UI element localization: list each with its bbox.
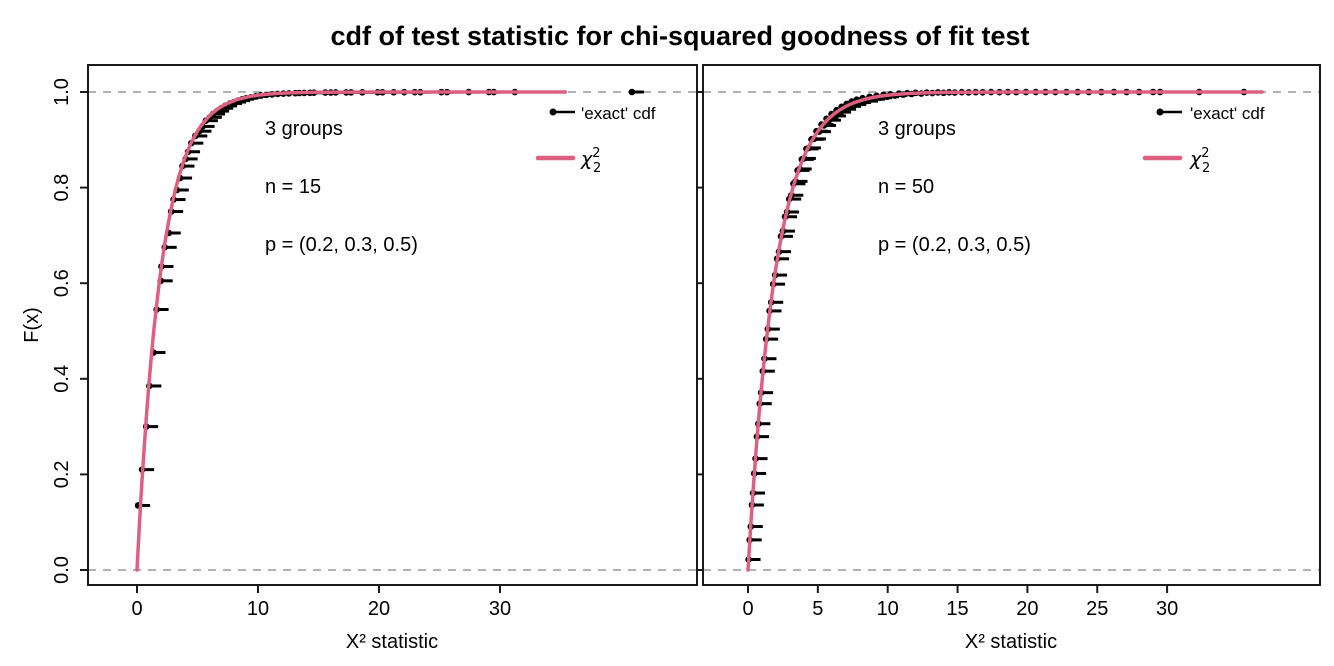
right-legend-chi-label: χ2 2 bbox=[1189, 146, 1210, 176]
chart-title: cdf of test statistic for chi-squared go… bbox=[330, 21, 1029, 51]
legend-point-marker bbox=[549, 108, 557, 116]
left-legend: 'exact' cdf χ2 2 bbox=[580, 104, 656, 176]
x-tick-label: 10 bbox=[247, 598, 269, 620]
y-tick-label: 1.0 bbox=[51, 78, 73, 106]
right-legend-exact-label: 'exact' cdf bbox=[1190, 104, 1265, 123]
x-tick-label: 0 bbox=[742, 598, 753, 620]
x-tick-label: 10 bbox=[877, 598, 899, 620]
panel-box bbox=[87, 64, 698, 586]
right-annotation-groups: 3 groups bbox=[878, 118, 956, 140]
left-annotation-groups: 3 groups bbox=[265, 118, 343, 140]
x-tick-label: 0 bbox=[131, 598, 142, 620]
x-tick-label: 30 bbox=[1156, 598, 1178, 620]
cdf-curve bbox=[746, 90, 1264, 572]
left-legend-exact-label: 'exact' cdf bbox=[581, 104, 656, 123]
panel-box bbox=[702, 64, 1321, 586]
x-tick-label: 30 bbox=[489, 598, 511, 620]
y-tick-label: 0.0 bbox=[51, 556, 73, 584]
data-point bbox=[628, 88, 636, 96]
left-annotation-p: p = (0.2, 0.3, 0.5) bbox=[265, 234, 418, 256]
x-tick-label: 25 bbox=[1086, 598, 1108, 620]
y-tick-label: 0.6 bbox=[51, 269, 73, 297]
left-x-axis-label: X² statistic bbox=[346, 631, 438, 653]
legend-point-marker bbox=[1156, 108, 1164, 116]
axes-layer: 0 10 20 30 0.0 0.2 0.4 0.6 0.8 1.0 0 5 10 15 20 25 30 bbox=[51, 64, 1321, 620]
y-tick-label: 0.8 bbox=[51, 174, 73, 202]
cdf-curve bbox=[135, 90, 568, 572]
right-annotation-p: p = (0.2, 0.3, 0.5) bbox=[878, 234, 1031, 256]
data-points-layer bbox=[134, 88, 1256, 563]
x-tick-label: 20 bbox=[1016, 598, 1038, 620]
right-x-axis-label: X² statistic bbox=[965, 631, 1057, 653]
right-legend: 'exact' cdf χ2 2 bbox=[1189, 104, 1265, 176]
x-tick-label: 20 bbox=[368, 598, 390, 620]
right-annotation-n: n = 50 bbox=[878, 176, 934, 198]
x-tick-label: 15 bbox=[946, 598, 968, 620]
cdf-curves-layer bbox=[135, 90, 1264, 572]
left-legend-chi-label: χ2 2 bbox=[580, 146, 601, 176]
y-tick-label: 0.2 bbox=[51, 460, 73, 488]
y-tick-label: 0.4 bbox=[51, 365, 73, 393]
y-axis-label: F(x) bbox=[21, 307, 43, 343]
left-annotation-n: n = 15 bbox=[265, 176, 321, 198]
x-tick-label: 5 bbox=[812, 598, 823, 620]
